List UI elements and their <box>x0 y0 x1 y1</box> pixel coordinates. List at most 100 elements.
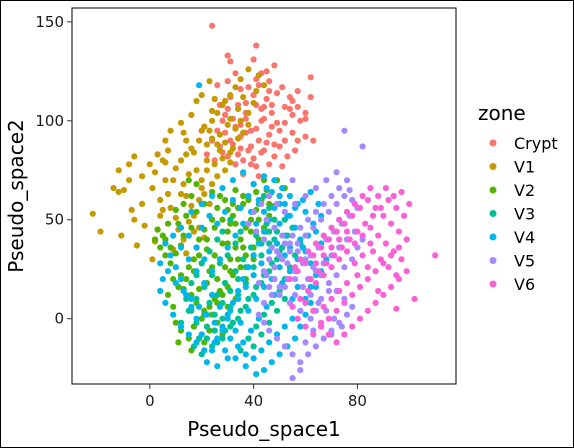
point-v4-32 <box>255 240 262 247</box>
point-v4-52 <box>177 244 185 251</box>
point-v6-12 <box>380 212 387 219</box>
point-v3-60 <box>232 268 239 275</box>
point-v6-30 <box>289 303 296 310</box>
point-v5-42 <box>318 216 325 223</box>
point-crypt-40 <box>289 129 296 136</box>
point-v4-14 <box>266 339 273 346</box>
point-v3-22 <box>211 311 218 318</box>
point-v6-10 <box>364 196 371 204</box>
points-layer <box>89 22 439 382</box>
point-v5-74 <box>343 177 351 184</box>
point-v3-90 <box>258 331 265 338</box>
point-v1-97 <box>164 190 172 198</box>
point-v6-96 <box>328 295 335 302</box>
point-v1-1 <box>126 161 133 168</box>
point-v1-50 <box>224 121 231 128</box>
point-v6-54 <box>333 339 340 346</box>
point-v4-115 <box>268 359 275 366</box>
point-v5-75 <box>333 169 340 176</box>
point-v5-54 <box>297 307 304 314</box>
point-v5-55 <box>307 315 314 322</box>
point-v6-63 <box>338 244 345 251</box>
point-crypt-3 <box>250 56 257 63</box>
point-v1-69 <box>183 192 190 200</box>
point-v2-61 <box>237 264 244 271</box>
point-v1-26 <box>196 137 203 144</box>
point-v6-85 <box>305 248 312 255</box>
point-v3-84 <box>245 295 252 302</box>
point-v6-75 <box>382 185 389 192</box>
point-v4-157 <box>214 220 221 227</box>
point-v1-87 <box>245 66 252 73</box>
point-crypt-99 <box>289 97 296 105</box>
point-v1-29 <box>209 135 216 142</box>
point-v4-44 <box>193 315 200 322</box>
point-v6-43 <box>390 248 397 255</box>
point-v1-80 <box>240 129 247 136</box>
point-v3-43 <box>250 264 257 271</box>
point-v6-49 <box>372 299 379 306</box>
point-crypt-79 <box>266 88 273 95</box>
point-v1-35 <box>180 181 187 188</box>
point-v4-1 <box>164 268 172 275</box>
point-v4-85 <box>193 244 200 251</box>
point-crypt-9 <box>279 84 286 91</box>
point-v1-44 <box>198 185 205 192</box>
point-v1-89 <box>227 92 234 99</box>
point-crypt-18 <box>242 115 249 122</box>
point-v6-28 <box>302 323 309 330</box>
point-v5-46 <box>286 248 293 255</box>
point-v5-45 <box>294 240 301 247</box>
point-v1-61 <box>193 97 200 105</box>
point-v5-81 <box>273 200 281 207</box>
point-v5-18 <box>297 359 304 366</box>
point-crypt-60 <box>268 123 275 130</box>
point-crypt-65 <box>302 115 309 122</box>
point-v1-64 <box>167 127 174 134</box>
point-v5-105 <box>341 264 348 271</box>
point-v6-78 <box>359 192 366 200</box>
point-v1-17 <box>162 177 169 184</box>
point-v6-94 <box>343 280 351 287</box>
point-v2-101 <box>180 200 187 207</box>
point-v4-137 <box>276 264 283 271</box>
point-v4-74 <box>279 185 286 192</box>
point-v4-156 <box>206 212 213 219</box>
point-v5-102 <box>318 295 325 302</box>
point-crypt-35 <box>250 155 257 162</box>
point-crypt-22 <box>268 109 275 116</box>
point-v6-92 <box>364 264 371 271</box>
point-v4-81 <box>224 244 231 251</box>
point-v4-147 <box>245 192 252 200</box>
point-v4-131 <box>214 363 221 370</box>
point-v2-94 <box>219 216 226 223</box>
point-v4-48 <box>172 264 179 271</box>
point-v3-20 <box>227 287 234 295</box>
point-crypt-54 <box>255 173 262 180</box>
point-v4-36 <box>235 287 242 295</box>
point-v4-11 <box>242 351 249 358</box>
point-v1-47 <box>222 167 229 174</box>
point-v4-28 <box>276 192 283 200</box>
point-crypt-81 <box>271 62 278 69</box>
point-v6-71 <box>401 212 408 219</box>
point-v5-20 <box>281 343 288 350</box>
point-crypt-45 <box>214 82 221 89</box>
point-v5-19 <box>289 351 296 358</box>
point-v2-3 <box>172 250 179 257</box>
point-v5-69 <box>305 216 312 223</box>
point-v5-4 <box>294 248 301 255</box>
point-v5-62 <box>271 276 278 283</box>
point-v4-101 <box>307 188 314 196</box>
point-crypt-52 <box>232 161 239 168</box>
point-v6-6 <box>333 228 340 235</box>
point-v1-88 <box>237 76 244 83</box>
point-crypt-27 <box>255 137 262 144</box>
point-crypt-20 <box>253 125 260 132</box>
point-v4-91 <box>219 185 226 192</box>
point-v4-75 <box>271 177 278 184</box>
point-v3-92 <box>273 307 281 314</box>
point-v1-58 <box>232 84 239 91</box>
point-v4-80 <box>232 232 239 239</box>
point-crypt-69 <box>310 137 317 144</box>
